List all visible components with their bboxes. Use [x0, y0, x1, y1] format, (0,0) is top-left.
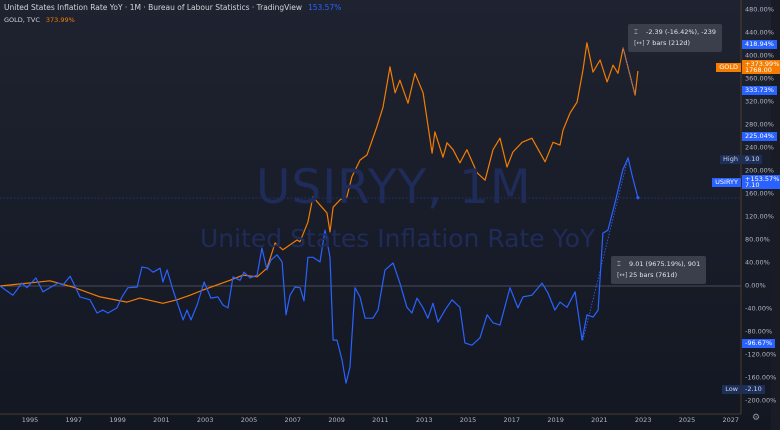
low-label: Low: [722, 385, 741, 394]
high-label: High: [720, 155, 741, 164]
gold-price-badge: +373.99% 1768.00: [742, 60, 780, 74]
right-scrollbar[interactable]: [771, 0, 780, 430]
measure-tooltip-usiryy: ⌶ 9.01 (9675.19%), 901 [↔]25 bars (761d): [611, 256, 707, 284]
gold-series-line[interactable]: [0, 42, 639, 304]
x-tick-label: 2009: [328, 416, 345, 424]
x-tick-label: 1999: [109, 416, 126, 424]
y-tick-label: -200.00%: [745, 396, 777, 405]
x-tick-label: 2015: [459, 416, 477, 424]
measure-height-icon: ⌶: [634, 28, 638, 36]
x-tick-label: 2003: [196, 416, 214, 424]
badge-333: 333.73%: [742, 86, 777, 95]
gold-name-badge: GOLD: [716, 63, 741, 72]
x-tick-label: 1995: [21, 416, 39, 424]
legend-title: United States Inflation Rate YoY · 1M · …: [4, 3, 302, 12]
tooltip-change: -2.39 (-16.42%), -239: [646, 28, 716, 36]
usiryy-last-point: [636, 196, 640, 200]
legend-usiryy-value: 153.57%: [307, 3, 342, 12]
x-tick-label: 1997: [65, 416, 83, 424]
y-tick-label: 80.00%: [745, 235, 770, 244]
measure-line-usiryy: [582, 157, 629, 341]
gold-pct: +373.99%: [745, 59, 780, 68]
y-tick-label: 200.00%: [745, 166, 774, 175]
y-tick-label: -120.00%: [745, 350, 777, 359]
tooltip-range: 7 bars (212d): [646, 39, 691, 47]
x-tick-label: 2007: [284, 416, 302, 424]
y-tick-label: 480.00%: [745, 5, 774, 14]
high-value: 9.10: [742, 155, 763, 164]
gold-legend[interactable]: GOLD, TVC 373.99%: [4, 15, 75, 25]
x-tick-label: 2013: [415, 416, 433, 424]
x-tick-label: 2023: [634, 416, 652, 424]
y-tick-label: 320.00%: [745, 97, 774, 106]
x-tick-label: 2027: [722, 416, 740, 424]
y-tick-label: 160.00%: [745, 189, 774, 198]
usiryy-price: 7.10: [745, 181, 760, 189]
y-tick-label: 360.00%: [745, 74, 774, 83]
usiryy-series-line[interactable]: [0, 157, 639, 384]
usiryy-price-badge: +153.57% 7.10: [742, 175, 780, 189]
watermark-symbol: USIRYY, 1M: [256, 160, 532, 215]
x-tick-label: 2001: [153, 416, 170, 424]
measure-tooltip-gold: ⌶ -2.39 (-16.42%), -239 [↔]7 bars (212d): [628, 24, 722, 52]
x-tick-label: 2011: [372, 416, 389, 424]
x-tick-label: 2019: [547, 416, 564, 424]
y-tick-label: -40.00%: [745, 304, 773, 313]
y-tick-label: 440.00%: [745, 28, 774, 37]
badge-neg-96: -96.67%: [742, 339, 776, 348]
x-tick-label: 2021: [591, 416, 608, 424]
badge-418: 418.94%: [742, 40, 777, 49]
tooltip-range: 25 bars (761d): [629, 271, 678, 279]
y-tick-label: 400.00%: [745, 51, 774, 60]
legend-gold-label: GOLD, TVC: [4, 16, 40, 24]
y-tick-label: -80.00%: [745, 327, 773, 336]
low-value: -2.10: [742, 385, 765, 394]
y-tick-label: 240.00%: [745, 143, 774, 152]
main-legend[interactable]: United States Inflation Rate YoY · 1M · …: [4, 3, 341, 13]
measure-line-gold: [622, 47, 636, 96]
legend-gold-value: 373.99%: [45, 16, 75, 24]
tooltip-change: 9.01 (9675.19%), 901: [629, 260, 701, 268]
usiryy-name-badge: USIRYY: [712, 178, 741, 187]
badge-225: 225.04%: [742, 132, 777, 141]
bars-range-icon: [↔]: [634, 39, 645, 47]
x-tick-label: 2025: [678, 416, 696, 424]
y-tick-label: 40.00%: [745, 258, 770, 267]
measure-height-icon: ⌶: [617, 260, 621, 268]
y-tick-label: 280.00%: [745, 120, 774, 129]
x-tick-label: 2005: [240, 416, 258, 424]
bars-range-icon: [↔]: [617, 271, 628, 279]
y-tick-label: 0.00%: [745, 281, 766, 290]
watermark-description: United States Inflation Rate YoY: [200, 224, 596, 253]
y-tick-label: -160.00%: [745, 373, 777, 382]
x-tick-label: 2017: [503, 416, 521, 424]
gold-price: 1768.00: [745, 66, 772, 74]
gear-icon[interactable]: ⚙: [752, 413, 761, 423]
usiryy-pct: +153.57%: [745, 174, 780, 183]
y-tick-label: 120.00%: [745, 212, 774, 221]
